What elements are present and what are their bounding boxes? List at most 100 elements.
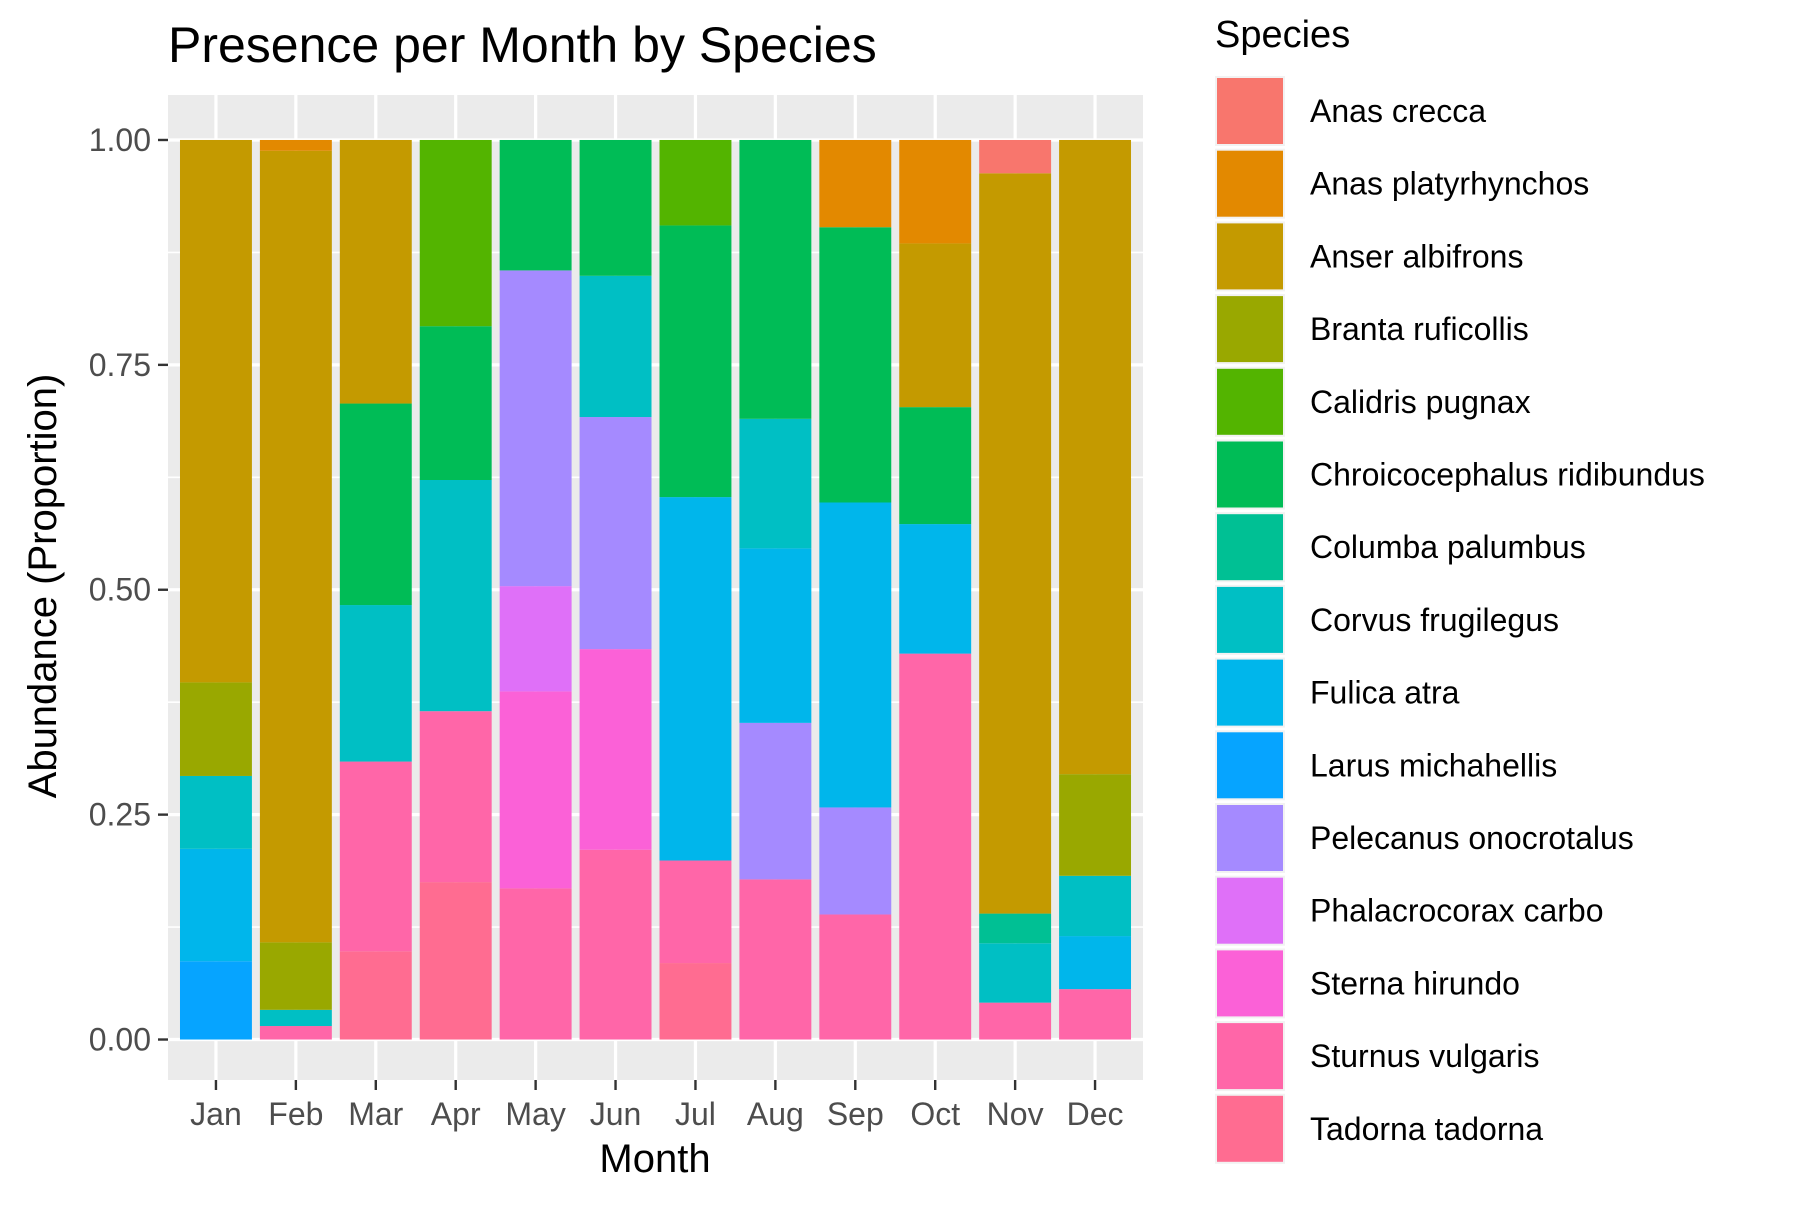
bar-segment xyxy=(739,879,812,1040)
x-tick-label: Sep xyxy=(827,1096,884,1132)
legend-swatch xyxy=(1217,1095,1283,1162)
legend-item: Pelecanus onocrotalus xyxy=(1215,803,1634,873)
legend: Species Anas crecca Anas platyrhynchos Ans… xyxy=(1215,14,1705,1164)
legend-label: Tadorna tadorna xyxy=(1310,1111,1543,1147)
legend-label: Sturnus vulgaris xyxy=(1310,1038,1539,1074)
bar-segment xyxy=(819,914,892,1040)
bar-segment xyxy=(659,860,732,964)
legend-label: Anas crecca xyxy=(1310,93,1486,129)
bar-segment xyxy=(339,403,412,606)
bar-segment xyxy=(179,139,252,683)
bar-segment xyxy=(979,913,1052,944)
bar-segment xyxy=(819,227,892,503)
x-tick-label: Dec xyxy=(1067,1096,1124,1132)
legend-item: Larus michahellis xyxy=(1215,730,1557,801)
legend-swatch xyxy=(1217,732,1283,799)
bar-segment xyxy=(659,497,732,861)
legend-swatch xyxy=(1217,805,1283,871)
legend-swatch xyxy=(1217,877,1283,944)
bar-segment xyxy=(659,225,732,498)
x-axis-title: Month xyxy=(599,1137,710,1181)
legend-swatch xyxy=(1217,78,1283,144)
bars xyxy=(179,139,1132,1040)
legend-item: Chroicocephalus ridibundus xyxy=(1215,439,1705,510)
legend-swatch xyxy=(1217,223,1283,290)
bar-segment xyxy=(899,524,972,654)
bar-segment xyxy=(979,173,1052,914)
bar-segment xyxy=(1059,139,1132,775)
legend-label: Columba palumbus xyxy=(1310,529,1586,565)
legend-item: Corvus frugilegus xyxy=(1215,584,1559,655)
x-tick-label: May xyxy=(505,1096,565,1132)
bar-segment xyxy=(419,139,492,327)
legend-label: Phalacrocorax carbo xyxy=(1310,893,1603,929)
bar-segment xyxy=(179,682,252,776)
bar-segment xyxy=(579,649,652,850)
bar-segment xyxy=(419,480,492,712)
bar-segment xyxy=(899,139,972,244)
legend-label: Fulica atra xyxy=(1310,675,1460,711)
legend-label: Sterna hirundo xyxy=(1310,965,1520,1001)
x-tick-label: Nov xyxy=(987,1096,1044,1132)
bar-segment xyxy=(259,150,332,943)
bar-segment xyxy=(1059,936,1132,990)
bar-segment xyxy=(419,882,492,1040)
legend-label: Chroicocephalus ridibundus xyxy=(1310,457,1705,493)
legend-item: Fulica atra xyxy=(1215,657,1460,728)
bar-segment xyxy=(499,888,572,1040)
bar-segment xyxy=(819,807,892,915)
legend-item: Columba palumbus xyxy=(1215,512,1586,583)
legend-swatch xyxy=(1217,441,1283,508)
legend-swatch xyxy=(1217,514,1283,581)
bar-segment xyxy=(739,139,812,419)
bar-segment xyxy=(739,548,812,723)
x-tick-label: Jun xyxy=(590,1096,642,1132)
bar-segment xyxy=(499,139,572,271)
bar-segment xyxy=(579,139,652,276)
bar-segment xyxy=(739,418,812,549)
bar-segment xyxy=(259,1009,332,1027)
bar-segment xyxy=(259,1026,332,1040)
x-tick-label: Mar xyxy=(348,1096,403,1132)
x-tick-label: Aug xyxy=(747,1096,804,1132)
bar-segment xyxy=(579,275,652,418)
bar-segment xyxy=(499,270,572,587)
x-tick-label: Oct xyxy=(910,1096,960,1132)
bar-segment xyxy=(179,848,252,962)
legend-label: Branta ruficollis xyxy=(1310,311,1529,347)
legend-item: Anas platyrhynchos xyxy=(1215,148,1589,219)
bar-segment xyxy=(179,961,252,1040)
bar-segment xyxy=(339,951,412,1040)
axes: 0.00 0.25 0.50 0.75 1.00 Jan Feb Mar Apr May Jun Ju… xyxy=(89,122,1124,1132)
x-tick-label: Jul xyxy=(675,1096,716,1132)
bar-segment xyxy=(979,943,1052,1003)
legend-label: Anser albifrons xyxy=(1310,238,1523,274)
legend-label: Pelecanus onocrotalus xyxy=(1310,820,1634,856)
bar-segment xyxy=(339,761,412,952)
bar-segment xyxy=(899,243,972,408)
bar-segment xyxy=(179,775,252,849)
y-tick-label: 0.00 xyxy=(89,1022,151,1058)
legend-item: Tadorna tadorna xyxy=(1215,1093,1543,1164)
legend-swatch xyxy=(1217,296,1283,363)
bar-segment xyxy=(499,691,572,889)
legend-swatch xyxy=(1217,659,1283,726)
legend-swatch xyxy=(1217,586,1283,653)
x-tick-label: Feb xyxy=(268,1096,323,1132)
bar-segment xyxy=(339,139,412,404)
legend-item: Anser albifrons xyxy=(1215,221,1523,292)
legend-swatch xyxy=(1217,950,1283,1017)
legend-label: Calidris pugnax xyxy=(1310,384,1531,420)
bar-segment xyxy=(659,963,732,1040)
legend-items: Anas crecca Anas platyrhynchos Anser albif… xyxy=(1215,76,1705,1164)
bar-segment xyxy=(979,139,1052,174)
y-tick-label: 0.50 xyxy=(89,572,151,608)
y-tick-label: 0.25 xyxy=(89,797,151,833)
bar-segment xyxy=(1059,774,1132,876)
legend-item: Sterna hirundo xyxy=(1215,948,1520,1019)
chart-title: Presence per Month by Species xyxy=(168,17,877,73)
legend-label: Corvus frugilegus xyxy=(1310,602,1559,638)
bar-segment xyxy=(979,1002,1052,1040)
